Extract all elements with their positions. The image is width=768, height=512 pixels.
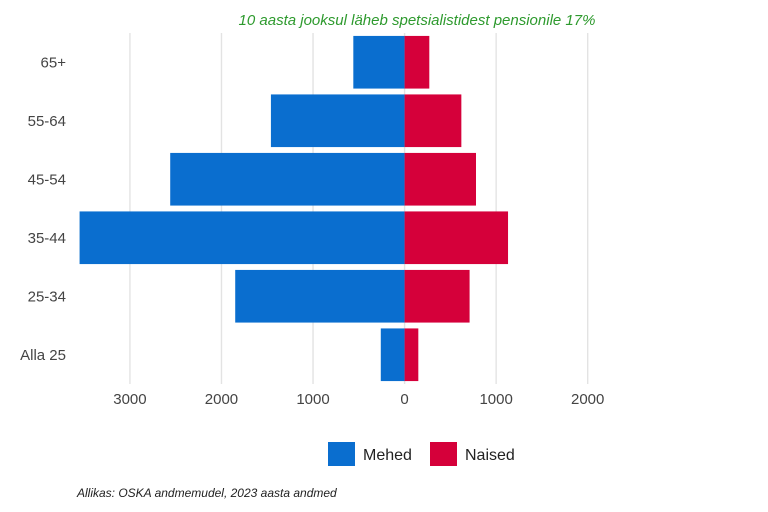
bar-naised-6	[404, 328, 419, 382]
bar-mehed-4	[79, 211, 405, 265]
x-tick-label: 2000	[571, 391, 604, 408]
category-label: 45-54	[28, 171, 66, 188]
x-tick-label: 1000	[296, 391, 329, 408]
legend-label-naised: Naised	[465, 447, 515, 464]
bar-mehed-3	[170, 152, 405, 206]
legend: Mehed Naised	[328, 442, 515, 466]
bar-mehed-6	[380, 328, 405, 382]
x-tick-label: 2000	[205, 391, 238, 408]
legend-swatch-naised	[430, 442, 457, 466]
category-label: 55-64	[28, 113, 66, 130]
category-label: 65+	[41, 54, 67, 71]
bar-naised-2	[404, 94, 462, 148]
category-labels: 65+ 55-64 45-54 35-44 25-34 Alla 25	[20, 54, 66, 364]
legend-label-mehed: Mehed	[363, 447, 412, 464]
category-label: 25-34	[28, 288, 66, 305]
category-label: Alla 25	[20, 347, 66, 364]
bar-mehed-5	[235, 269, 405, 323]
x-tick-label: 0	[400, 391, 408, 408]
bar-mehed-2	[270, 94, 405, 148]
x-tick-label: 3000	[113, 391, 146, 408]
legend-swatch-mehed	[328, 442, 355, 466]
bar-naised-5	[404, 269, 470, 323]
chart-caption: Allikas: OSKA andmemudel, 2023 aasta and…	[76, 486, 337, 500]
chart-title: 10 aasta jooksul läheb spetsialistidest …	[239, 12, 596, 29]
bar-naised-1	[404, 35, 430, 89]
x-tick-label: 1000	[479, 391, 512, 408]
category-label: 35-44	[28, 230, 66, 247]
x-axis-tick-labels: 3000 2000 1000 0 1000 2000	[113, 391, 604, 408]
bar-mehed-1	[353, 35, 405, 89]
bars	[79, 35, 509, 382]
grid-lines	[129, 33, 589, 384]
bar-naised-4	[404, 211, 509, 265]
bar-naised-3	[404, 152, 476, 206]
